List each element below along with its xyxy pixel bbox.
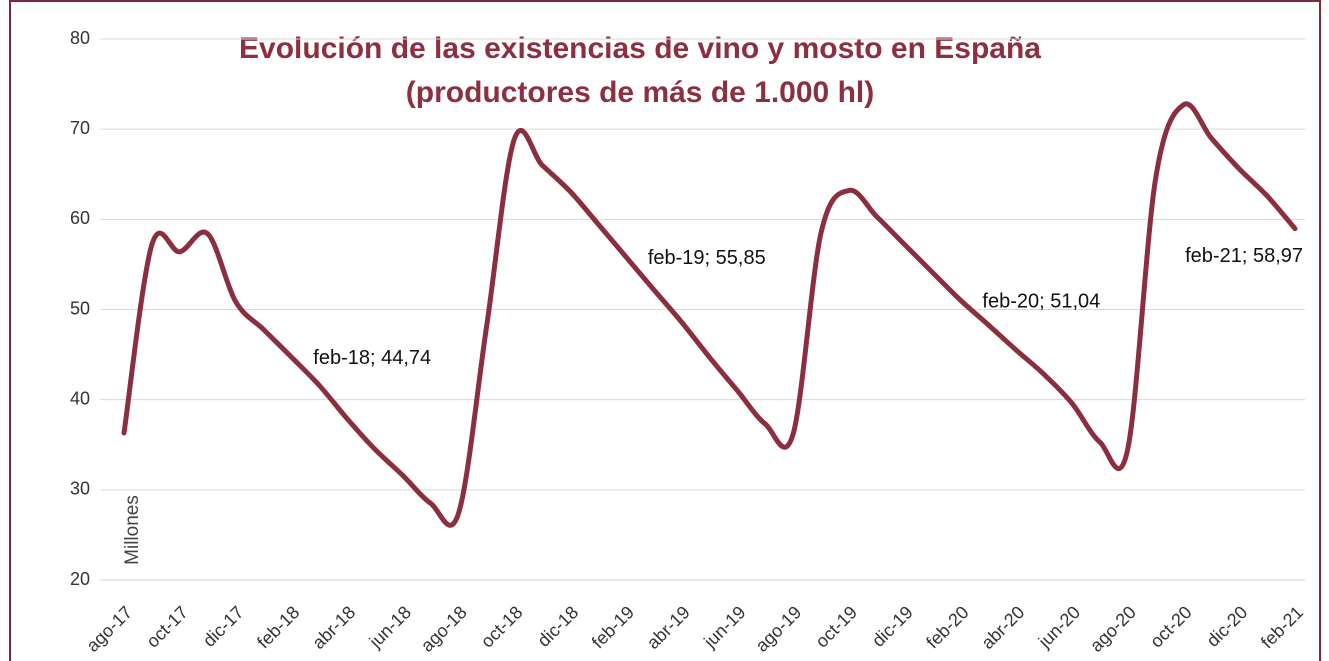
x-tick-label: oct-19 [812,602,862,652]
x-tick-label: abr-20 [977,602,1028,653]
x-tick-label: abr-18 [308,602,359,653]
x-tick-label: jun-19 [699,602,749,652]
y-tick-label: 50 [70,298,90,318]
x-tick-label: oct-20 [1146,602,1196,652]
x-tick-label: feb-19 [588,602,638,652]
x-tick-label: feb-21 [1257,602,1307,652]
x-tick-label: jun-18 [365,602,415,652]
y-tick-label: 60 [70,208,90,228]
data-label: feb-20; 51,04 [982,290,1100,312]
x-tick-label: jun-20 [1034,602,1084,652]
chart-subtitle: (productores de más de 1.000 hl) [406,76,874,109]
x-tick-label: ago-17 [82,602,136,656]
data-label: feb-18; 44,74 [313,347,431,369]
y-axis-label: Millones [122,495,143,565]
x-tick-label: dic-19 [868,602,917,651]
x-tick-label: dic-17 [199,602,248,651]
data-line [121,101,1298,528]
x-tick-label: feb-20 [922,602,972,652]
x-tick-label: dic-18 [533,602,582,651]
x-tick-label: oct-18 [477,602,527,652]
x-tick-label: feb-18 [253,602,303,652]
chart-frame [9,0,1321,661]
x-tick-label: oct-17 [142,602,192,652]
chart-title: Evolución de las existencias de vino y m… [239,32,1041,65]
x-tick-label: abr-19 [643,602,694,653]
y-tick-label: 70 [70,118,90,138]
data-label: feb-19; 55,85 [648,247,766,269]
x-tick-label: ago-20 [1086,602,1140,656]
x-tick-label: ago-18 [417,602,471,656]
y-tick-label: 20 [70,569,90,589]
x-tick-label: ago-19 [752,602,806,656]
y-tick-label: 40 [70,388,90,408]
data-label: feb-21; 58,97 [1185,245,1303,267]
y-tick-label: 80 [70,28,90,48]
y-tick-label: 30 [70,479,90,499]
x-tick-label: dic-20 [1203,602,1252,651]
